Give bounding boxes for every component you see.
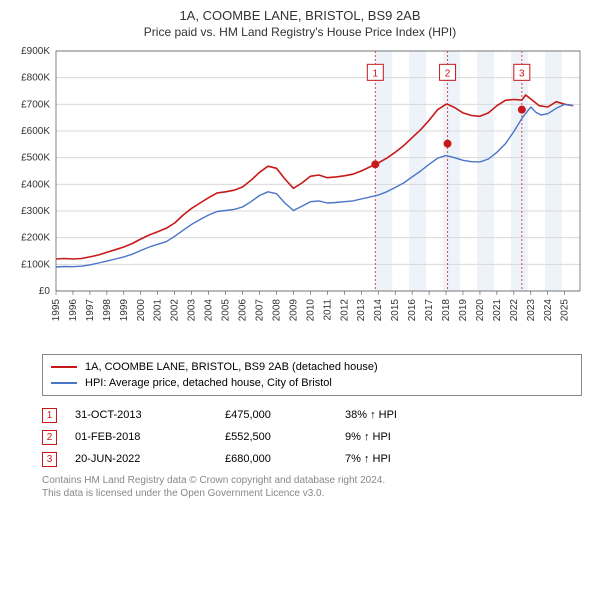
sales-table: 1 31-OCT-2013£475,00038% ↑ HPI 2 01-FEB-201… [42, 404, 582, 470]
svg-text:2025: 2025 [560, 299, 571, 322]
svg-text:2003: 2003 [187, 299, 198, 322]
chart-svg: £0 £100K £200K £300K £400K £500K £600K £700K £80… [12, 43, 588, 343]
sale-price: £680,000 [225, 453, 345, 465]
svg-text:2005: 2005 [221, 299, 232, 322]
svg-text:2012: 2012 [339, 299, 350, 322]
svg-text:2014: 2014 [373, 299, 384, 322]
svg-text:2016: 2016 [407, 299, 418, 322]
svg-text:1997: 1997 [85, 299, 96, 322]
sale-price: £475,000 [225, 409, 345, 421]
svg-text:2007: 2007 [254, 299, 265, 322]
svg-text:2006: 2006 [238, 299, 249, 322]
svg-text:2013: 2013 [356, 299, 367, 322]
svg-text:1995: 1995 [51, 299, 62, 322]
svg-text:2008: 2008 [271, 299, 282, 322]
svg-text:£800K: £800K [21, 73, 50, 84]
footer-line-1: Contains HM Land Registry data © Crown c… [42, 474, 582, 487]
chart-subtitle: Price paid vs. HM Land Registry's House … [12, 25, 588, 39]
svg-text:2021: 2021 [492, 299, 503, 322]
svg-text:2002: 2002 [170, 299, 181, 322]
chart: £0 £100K £200K £300K £400K £500K £600K £700K £80… [12, 43, 588, 348]
svg-text:2017: 2017 [424, 299, 435, 322]
chart-title: 1A, COOMBE LANE, BRISTOL, BS9 2AB [12, 8, 588, 23]
legend-swatch [51, 382, 77, 384]
legend-label: HPI: Average price, detached house, City… [85, 377, 332, 389]
sale-price: £552,500 [225, 431, 345, 443]
svg-text:1999: 1999 [119, 299, 130, 322]
svg-text:2019: 2019 [458, 299, 469, 322]
legend-swatch [51, 366, 77, 368]
svg-text:2023: 2023 [526, 299, 537, 322]
sale-badge: 2 [42, 430, 57, 445]
title-block: 1A, COOMBE LANE, BRISTOL, BS9 2AB Price … [12, 8, 588, 39]
svg-text:1996: 1996 [68, 299, 79, 322]
legend-row: HPI: Average price, detached house, City… [51, 375, 573, 391]
svg-text:£100K: £100K [21, 259, 50, 270]
svg-text:£600K: £600K [21, 126, 50, 137]
svg-text:£900K: £900K [21, 46, 50, 57]
footer: Contains HM Land Registry data © Crown c… [42, 474, 582, 500]
sale-diff: 9% ↑ HPI [345, 431, 465, 443]
svg-text:£700K: £700K [21, 99, 50, 110]
svg-text:3: 3 [519, 68, 525, 79]
svg-text:2010: 2010 [305, 299, 316, 322]
sale-diff: 38% ↑ HPI [345, 409, 465, 421]
svg-text:2018: 2018 [441, 299, 452, 322]
svg-text:£500K: £500K [21, 153, 50, 164]
sale-badge: 1 [42, 408, 57, 423]
svg-text:2004: 2004 [204, 299, 215, 322]
legend-label: 1A, COOMBE LANE, BRISTOL, BS9 2AB (detac… [85, 361, 378, 373]
sale-badge: 3 [42, 452, 57, 467]
svg-text:2022: 2022 [509, 299, 520, 322]
svg-text:2015: 2015 [390, 299, 401, 322]
svg-text:£300K: £300K [21, 206, 50, 217]
legend-row: 1A, COOMBE LANE, BRISTOL, BS9 2AB (detac… [51, 359, 573, 375]
legend: 1A, COOMBE LANE, BRISTOL, BS9 2AB (detac… [42, 354, 582, 396]
footer-line-2: This data is licensed under the Open Gov… [42, 487, 582, 500]
svg-text:2009: 2009 [288, 299, 299, 322]
svg-text:£400K: £400K [21, 179, 50, 190]
sales-row: 3 20-JUN-2022£680,0007% ↑ HPI [42, 448, 582, 470]
svg-text:1998: 1998 [102, 299, 113, 322]
sale-date: 01-FEB-2018 [75, 431, 225, 443]
sales-row: 2 01-FEB-2018£552,5009% ↑ HPI [42, 426, 582, 448]
svg-text:2: 2 [445, 68, 451, 79]
sale-diff: 7% ↑ HPI [345, 453, 465, 465]
svg-text:2000: 2000 [136, 299, 147, 322]
svg-text:2024: 2024 [543, 299, 554, 322]
svg-text:£0: £0 [39, 286, 51, 297]
svg-text:2001: 2001 [153, 299, 164, 322]
svg-text:2020: 2020 [475, 299, 486, 322]
svg-text:1: 1 [373, 68, 379, 79]
svg-text:£200K: £200K [21, 233, 50, 244]
sales-row: 1 31-OCT-2013£475,00038% ↑ HPI [42, 404, 582, 426]
sale-date: 31-OCT-2013 [75, 409, 225, 421]
sale-date: 20-JUN-2022 [75, 453, 225, 465]
svg-text:2011: 2011 [322, 299, 333, 321]
